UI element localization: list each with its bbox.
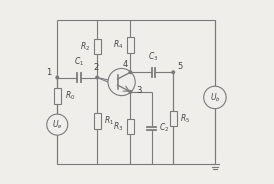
Text: 4: 4	[122, 61, 128, 70]
Circle shape	[129, 71, 132, 74]
Text: $C_2$: $C_2$	[159, 122, 169, 134]
Text: $R_4$: $R_4$	[113, 39, 124, 51]
Text: $R_1$: $R_1$	[104, 115, 114, 127]
Circle shape	[47, 114, 68, 135]
Bar	[94, 39, 101, 54]
Text: 3: 3	[136, 86, 141, 95]
Text: $R_3$: $R_3$	[113, 120, 124, 133]
Circle shape	[172, 71, 175, 74]
Text: $C_1$: $C_1$	[74, 56, 84, 68]
Circle shape	[56, 76, 59, 79]
Circle shape	[204, 86, 226, 109]
Text: $C_3$: $C_3$	[149, 51, 159, 63]
Circle shape	[129, 91, 132, 93]
Text: 5: 5	[178, 62, 183, 71]
Text: 2: 2	[94, 63, 99, 72]
Text: $R_0$: $R_0$	[65, 90, 75, 102]
Bar	[127, 119, 134, 134]
Text: $U_e$: $U_e$	[52, 118, 62, 131]
Circle shape	[108, 68, 135, 96]
Bar	[170, 111, 177, 126]
Bar	[127, 37, 134, 53]
Text: $R_5$: $R_5$	[180, 112, 190, 125]
Text: 1: 1	[47, 68, 52, 77]
Text: $R_2$: $R_2$	[80, 40, 90, 53]
Text: $U_b$: $U_b$	[210, 91, 220, 104]
Bar	[54, 88, 61, 104]
Bar	[94, 113, 101, 129]
Circle shape	[96, 76, 98, 79]
